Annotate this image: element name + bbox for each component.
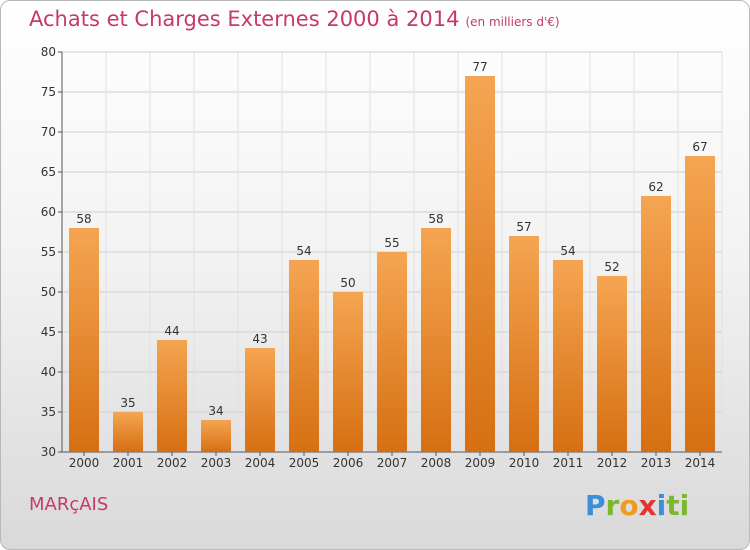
bar [641,196,671,452]
bars [69,76,715,452]
y-tick-label: 70 [41,125,56,139]
labels: 30 35 40 45 50 55 60 65 70 75 80 2000 58 2001 35 2002 44… [41,45,716,470]
x-tick-label: 2007 [377,456,408,470]
x-tick-label: 2014 [685,456,716,470]
x-tick-label: 2001 [113,456,144,470]
bar [465,76,495,452]
x-tick-label: 2003 [201,456,232,470]
logo-letter: x [638,489,657,522]
x-tick-label: 2002 [157,456,188,470]
bar [509,236,539,452]
y-tick-label: 50 [41,285,56,299]
bar [421,228,451,452]
data-label: 44 [164,324,179,338]
data-label: 43 [252,332,267,346]
x-tick-label: 2011 [553,456,584,470]
bar [201,420,231,452]
logo-letter: o [619,489,639,522]
bar [377,252,407,452]
y-tick-label: 75 [41,85,56,99]
data-label: 57 [516,220,531,234]
data-label: 77 [472,60,487,74]
y-tick-label: 45 [41,325,56,339]
y-tick-label: 65 [41,165,56,179]
x-tick-label: 2005 [289,456,320,470]
x-tick-label: 2008 [421,456,452,470]
proxiti-logo[interactable]: Proxiti [585,489,689,522]
bar [245,348,275,452]
data-label: 55 [384,236,399,250]
bar [113,412,143,452]
data-label: 58 [76,212,91,226]
bar [333,292,363,452]
x-tick-label: 2009 [465,456,496,470]
bar [685,156,715,452]
y-tick-label: 55 [41,245,56,259]
y-tick-label: 40 [41,365,56,379]
logo-letter: P [585,489,606,522]
data-label: 50 [340,276,355,290]
bar [597,276,627,452]
logo-letter: r [605,489,620,522]
x-tick-label: 2012 [597,456,628,470]
y-tick-label: 35 [41,405,56,419]
x-tick-label: 2000 [69,456,100,470]
data-label: 34 [208,404,223,418]
bar [289,260,319,452]
y-tick-label: 80 [41,45,56,59]
commune-name: MARçAIS [29,494,109,515]
data-label: 67 [692,140,707,154]
data-label: 54 [296,244,311,258]
x-tick-label: 2013 [641,456,672,470]
chart-unit: (en milliers d'€) [465,15,560,29]
bar [553,260,583,452]
chart-title: Achats et Charges Externes 2000 à 2014 (e… [29,7,560,31]
y-tick-label: 60 [41,205,56,219]
data-label: 52 [604,260,619,274]
data-label: 54 [560,244,575,258]
data-label: 58 [428,212,443,226]
bar [157,340,187,452]
data-label: 62 [648,180,663,194]
x-tick-label: 2010 [509,456,540,470]
y-tick-label: 30 [41,445,56,459]
logo-letter: ti [666,489,690,522]
x-tick-label: 2004 [245,456,276,470]
data-label: 35 [120,396,135,410]
chart-title-text: Achats et Charges Externes 2000 à 2014 [29,7,460,31]
x-tick-label: 2006 [333,456,364,470]
logo-letter: i [656,489,667,522]
bar [69,228,99,452]
